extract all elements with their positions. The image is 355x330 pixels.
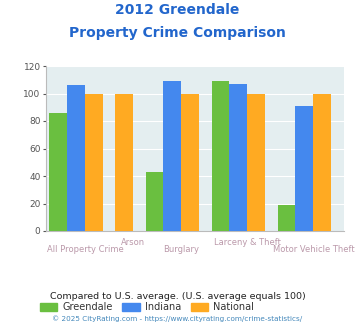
Bar bbox=[181, 93, 199, 231]
Bar bbox=[212, 81, 229, 231]
Bar bbox=[115, 93, 133, 231]
Text: Compared to U.S. average. (U.S. average equals 100): Compared to U.S. average. (U.S. average … bbox=[50, 292, 305, 301]
Bar bbox=[163, 81, 181, 231]
Bar bbox=[85, 93, 103, 231]
Text: Property Crime Comparison: Property Crime Comparison bbox=[69, 26, 286, 40]
Bar bbox=[67, 85, 85, 231]
Text: Burglary: Burglary bbox=[163, 245, 200, 254]
Bar bbox=[146, 172, 163, 231]
Text: Motor Vehicle Theft: Motor Vehicle Theft bbox=[273, 245, 354, 254]
Bar bbox=[313, 93, 331, 231]
Legend: Greendale, Indiana, National: Greendale, Indiana, National bbox=[36, 299, 258, 316]
Bar bbox=[247, 93, 265, 231]
Bar bbox=[49, 113, 67, 231]
Bar bbox=[295, 106, 313, 231]
Text: Arson: Arson bbox=[121, 238, 146, 247]
Text: Larceny & Theft: Larceny & Theft bbox=[214, 238, 281, 247]
Bar bbox=[229, 84, 247, 231]
Text: All Property Crime: All Property Crime bbox=[47, 245, 124, 254]
Text: © 2025 CityRating.com - https://www.cityrating.com/crime-statistics/: © 2025 CityRating.com - https://www.city… bbox=[53, 315, 302, 322]
Text: 2012 Greendale: 2012 Greendale bbox=[115, 3, 240, 17]
Bar bbox=[278, 205, 295, 231]
